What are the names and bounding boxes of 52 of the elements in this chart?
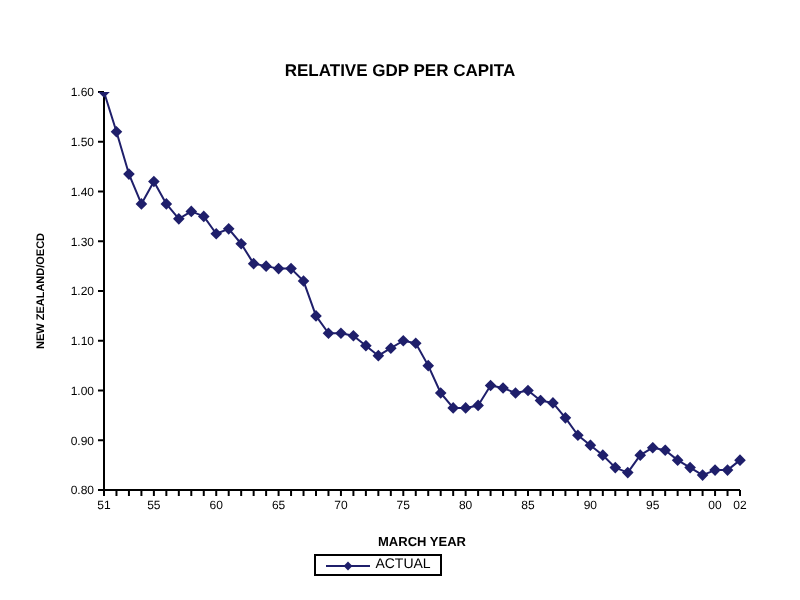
point — [210, 228, 222, 240]
point — [185, 206, 197, 217]
point — [173, 213, 185, 225]
point — [472, 400, 484, 411]
point — [572, 429, 584, 441]
point — [285, 263, 297, 275]
point — [111, 126, 122, 138]
point — [510, 387, 521, 399]
point — [497, 382, 509, 394]
point — [298, 275, 309, 287]
point — [136, 198, 147, 210]
point — [560, 412, 571, 424]
point — [410, 337, 422, 349]
point — [123, 168, 135, 180]
point — [697, 469, 708, 481]
point — [597, 449, 609, 461]
point — [485, 380, 496, 391]
point — [160, 198, 172, 210]
point — [734, 454, 746, 466]
point — [609, 462, 621, 474]
point — [198, 210, 210, 222]
point — [260, 260, 272, 272]
point — [722, 464, 733, 476]
point — [684, 462, 696, 474]
point — [547, 397, 559, 409]
point — [584, 439, 596, 451]
point — [397, 335, 409, 347]
point — [335, 327, 347, 339]
point — [659, 444, 671, 456]
chart-title: RELATIVE GDP PER CAPITA — [282, 58, 518, 80]
point — [148, 176, 160, 187]
point — [310, 310, 322, 322]
point — [248, 258, 260, 270]
point — [634, 449, 646, 461]
point — [435, 387, 447, 399]
point — [223, 223, 235, 235]
point — [672, 454, 684, 466]
point — [385, 342, 397, 354]
point — [522, 385, 534, 396]
point — [709, 464, 721, 476]
point — [622, 467, 634, 478]
point — [323, 327, 334, 339]
point — [535, 395, 546, 406]
point — [372, 350, 384, 362]
point — [273, 263, 284, 275]
point — [460, 402, 472, 414]
point — [422, 360, 434, 372]
point — [360, 340, 372, 352]
point — [447, 402, 459, 414]
point — [348, 330, 359, 342]
point — [235, 238, 247, 250]
point — [647, 442, 659, 454]
